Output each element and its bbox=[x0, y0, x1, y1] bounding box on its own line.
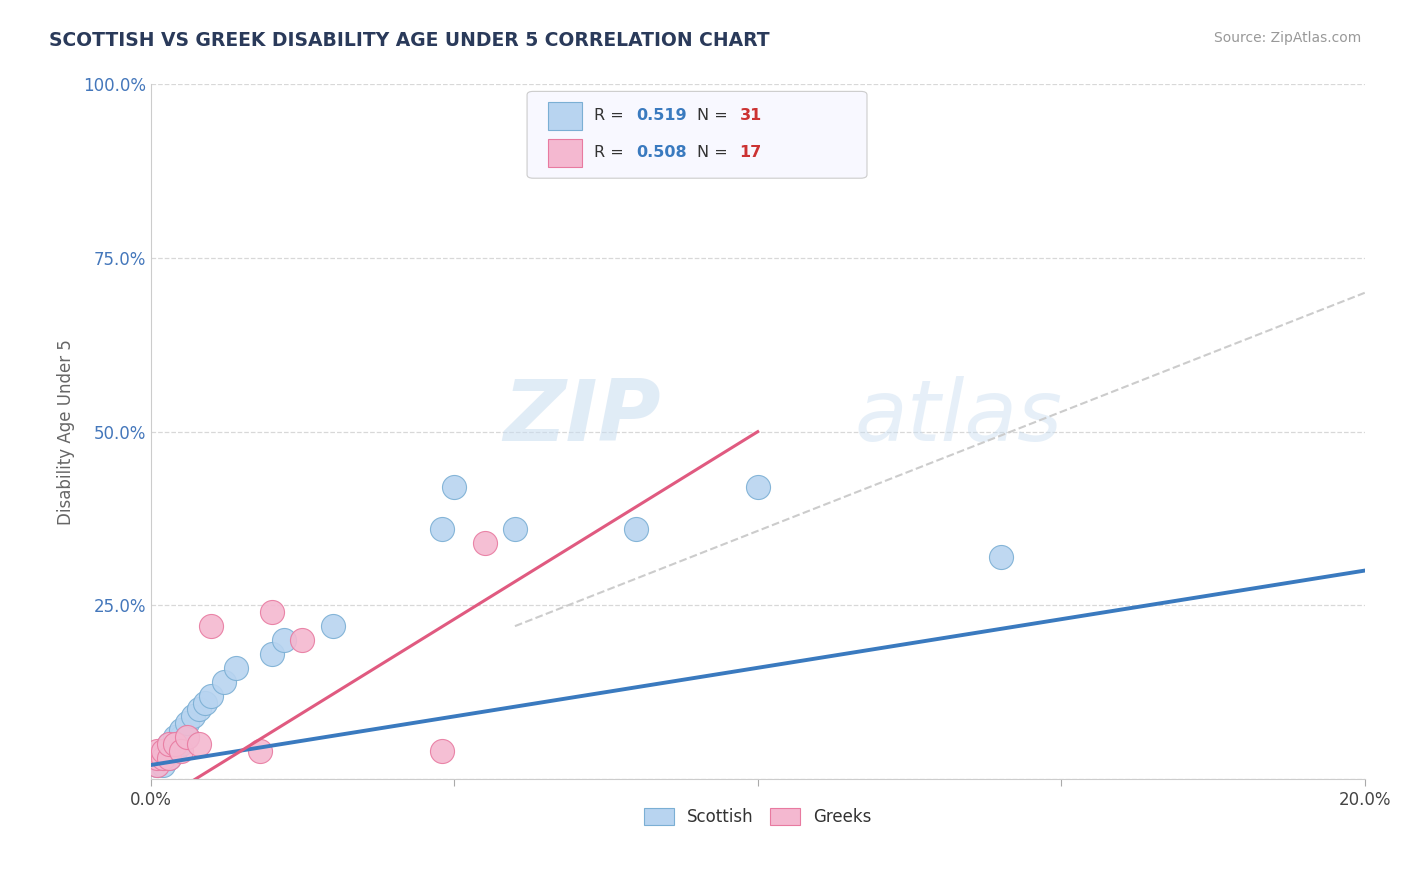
Point bbox=[322, 619, 344, 633]
Text: Source: ZipAtlas.com: Source: ZipAtlas.com bbox=[1213, 31, 1361, 45]
FancyBboxPatch shape bbox=[548, 139, 582, 167]
Point bbox=[170, 723, 193, 738]
Point bbox=[291, 633, 314, 648]
Point bbox=[212, 674, 235, 689]
Point bbox=[157, 744, 180, 758]
Point bbox=[747, 480, 769, 494]
Point bbox=[152, 744, 174, 758]
Text: N =: N = bbox=[697, 145, 733, 160]
Point bbox=[249, 744, 271, 758]
Point bbox=[152, 744, 174, 758]
Point bbox=[176, 731, 198, 745]
Point bbox=[146, 758, 169, 772]
Point bbox=[430, 522, 453, 536]
Point bbox=[163, 737, 186, 751]
Point bbox=[163, 737, 186, 751]
Point bbox=[176, 731, 198, 745]
Point bbox=[443, 480, 465, 494]
Y-axis label: Disability Age Under 5: Disability Age Under 5 bbox=[58, 339, 75, 524]
Point bbox=[152, 751, 174, 765]
Text: 0.519: 0.519 bbox=[637, 108, 688, 123]
Point bbox=[188, 737, 211, 751]
Text: SCOTTISH VS GREEK DISABILITY AGE UNDER 5 CORRELATION CHART: SCOTTISH VS GREEK DISABILITY AGE UNDER 5… bbox=[49, 31, 770, 50]
Legend: Scottish, Greeks: Scottish, Greeks bbox=[637, 802, 879, 833]
Point bbox=[152, 758, 174, 772]
Point bbox=[176, 716, 198, 731]
Point bbox=[626, 522, 648, 536]
FancyBboxPatch shape bbox=[548, 102, 582, 130]
Point bbox=[146, 744, 169, 758]
Point bbox=[262, 605, 284, 619]
Point bbox=[170, 744, 193, 758]
Point bbox=[188, 702, 211, 716]
Point bbox=[157, 751, 180, 765]
Point bbox=[181, 709, 204, 723]
Point bbox=[146, 758, 169, 772]
Point bbox=[262, 647, 284, 661]
Point bbox=[170, 737, 193, 751]
Point bbox=[170, 731, 193, 745]
Text: R =: R = bbox=[593, 145, 628, 160]
Point bbox=[225, 661, 247, 675]
Point bbox=[157, 751, 180, 765]
Point bbox=[157, 737, 180, 751]
Point bbox=[503, 522, 526, 536]
Point bbox=[146, 751, 169, 765]
Text: atlas: atlas bbox=[855, 376, 1063, 459]
Text: ZIP: ZIP bbox=[503, 376, 661, 459]
Point bbox=[163, 744, 186, 758]
Point bbox=[157, 737, 180, 751]
Point bbox=[194, 696, 217, 710]
Point bbox=[430, 744, 453, 758]
Text: R =: R = bbox=[593, 108, 628, 123]
Point bbox=[474, 536, 496, 550]
Text: 17: 17 bbox=[740, 145, 762, 160]
Text: 0.508: 0.508 bbox=[637, 145, 688, 160]
Point bbox=[273, 633, 295, 648]
Point bbox=[146, 751, 169, 765]
Point bbox=[152, 751, 174, 765]
Text: N =: N = bbox=[697, 108, 733, 123]
FancyBboxPatch shape bbox=[527, 91, 868, 178]
Point bbox=[200, 689, 222, 703]
Text: 31: 31 bbox=[740, 108, 762, 123]
Point bbox=[200, 619, 222, 633]
Point bbox=[163, 731, 186, 745]
Point bbox=[990, 549, 1012, 564]
